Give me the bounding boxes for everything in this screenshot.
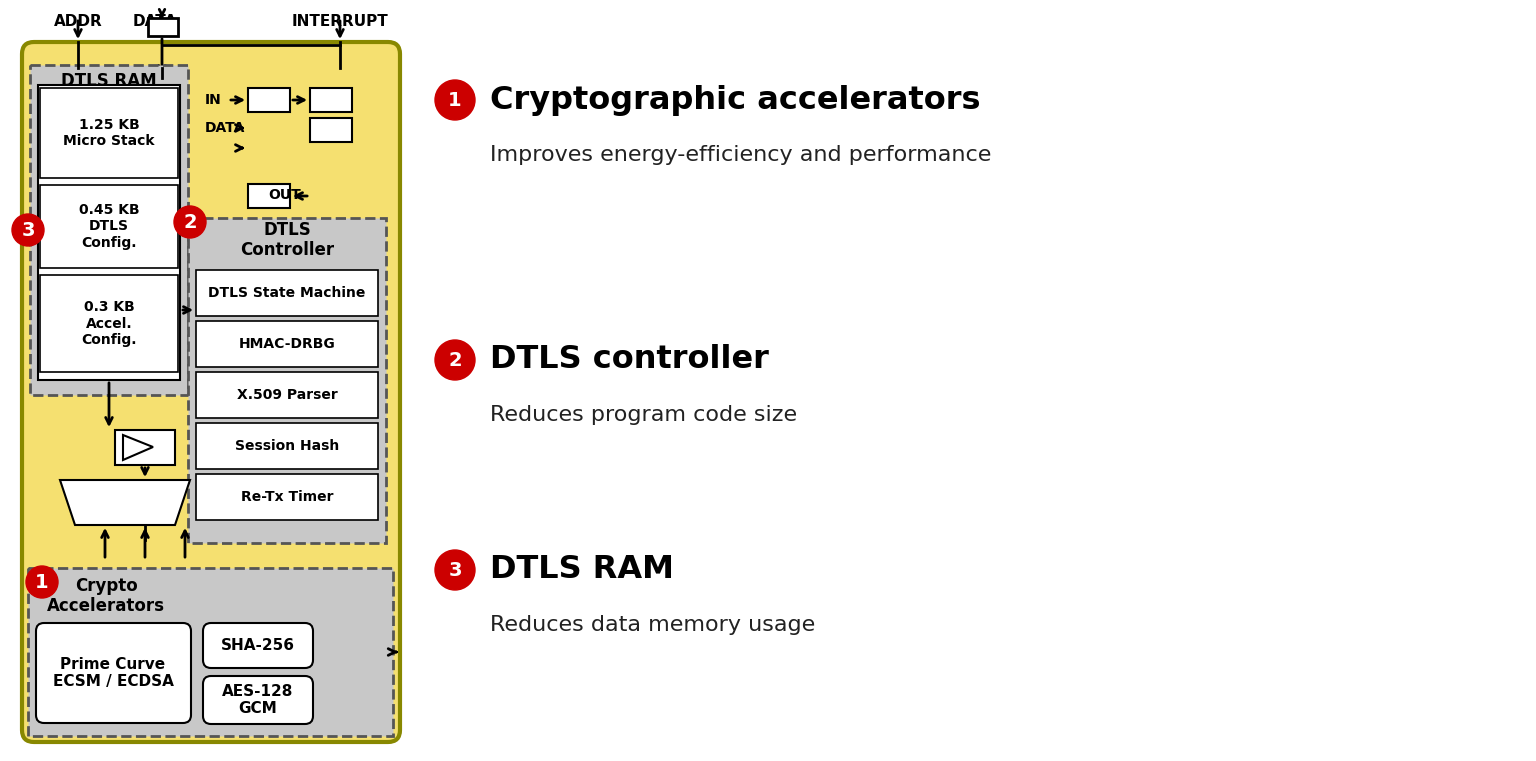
Polygon shape [123, 435, 154, 460]
Text: 3: 3 [449, 561, 462, 579]
FancyBboxPatch shape [35, 623, 190, 723]
Text: HMAC-DRBG: HMAC-DRBG [238, 337, 335, 351]
Text: AES-128
GCM: AES-128 GCM [223, 684, 293, 716]
Text: IN: IN [204, 93, 221, 107]
Circle shape [26, 566, 58, 598]
Bar [197, 474, 378, 520]
Bar [147, 18, 178, 36]
Bar [197, 423, 378, 469]
Bar [247, 184, 290, 208]
Text: DTLS RAM: DTLS RAM [61, 72, 157, 90]
Bar [40, 88, 178, 178]
Bar [187, 218, 386, 543]
Bar [197, 372, 378, 418]
Text: X.509 Parser: X.509 Parser [237, 388, 338, 402]
Text: 0.45 KB
DTLS
Config.: 0.45 KB DTLS Config. [78, 203, 140, 250]
Bar [28, 568, 393, 736]
Text: Crypto
Accelerators: Crypto Accelerators [48, 577, 164, 616]
Text: 3: 3 [22, 221, 35, 240]
Text: DATA: DATA [132, 14, 177, 29]
Bar [247, 88, 290, 112]
Text: DTLS controller: DTLS controller [490, 345, 770, 375]
Text: Session Hash: Session Hash [235, 439, 339, 453]
Text: 1.25 KB
Micro Stack: 1.25 KB Micro Stack [63, 118, 155, 148]
Bar [31, 65, 187, 395]
Text: DTLS RAM: DTLS RAM [490, 555, 674, 585]
Text: 2: 2 [183, 212, 197, 231]
Circle shape [12, 214, 45, 246]
Circle shape [435, 340, 475, 380]
Bar [310, 88, 352, 112]
FancyBboxPatch shape [22, 42, 399, 742]
Text: ADDR: ADDR [54, 14, 103, 29]
Polygon shape [60, 480, 190, 525]
Bar [310, 118, 352, 142]
Bar [40, 275, 178, 372]
Text: Improves energy-efficiency and performance: Improves energy-efficiency and performan… [490, 145, 991, 165]
Text: 2: 2 [449, 351, 462, 370]
Text: Re-Tx Timer: Re-Tx Timer [241, 490, 333, 504]
Circle shape [174, 206, 206, 238]
Text: Reduces program code size: Reduces program code size [490, 405, 797, 425]
Text: DTLS State Machine: DTLS State Machine [209, 286, 366, 300]
Circle shape [435, 550, 475, 590]
Text: SHA-256: SHA-256 [221, 638, 295, 652]
Text: 1: 1 [449, 91, 462, 110]
Bar [38, 85, 180, 380]
Text: Cryptographic accelerators: Cryptographic accelerators [490, 84, 980, 116]
Text: DATA: DATA [204, 121, 246, 135]
Text: Reduces data memory usage: Reduces data memory usage [490, 615, 816, 635]
Text: OUT: OUT [267, 188, 301, 202]
FancyBboxPatch shape [203, 676, 313, 724]
Bar [40, 185, 178, 268]
Text: DTLS
Controller: DTLS Controller [240, 221, 333, 260]
FancyBboxPatch shape [203, 623, 313, 668]
Bar [115, 430, 175, 465]
Text: 1: 1 [35, 572, 49, 591]
Bar [197, 270, 378, 316]
Circle shape [435, 80, 475, 120]
Text: INTERRUPT: INTERRUPT [292, 14, 389, 29]
Text: 0.3 KB
Accel.
Config.: 0.3 KB Accel. Config. [81, 301, 137, 347]
Text: Prime Curve
ECSM / ECDSA: Prime Curve ECSM / ECDSA [52, 657, 174, 689]
Bar [197, 321, 378, 367]
